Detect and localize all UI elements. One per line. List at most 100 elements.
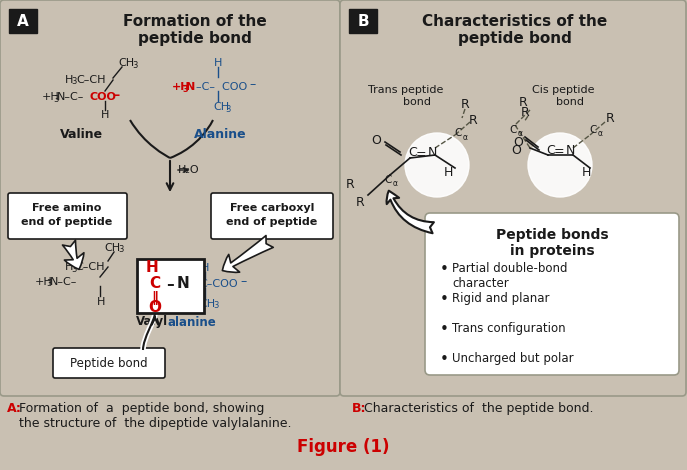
- Text: =: =: [554, 146, 564, 158]
- Text: •: •: [440, 292, 449, 307]
- Text: CH: CH: [104, 243, 120, 253]
- Text: 3: 3: [213, 301, 218, 311]
- Text: C: C: [589, 125, 597, 135]
- Text: –C–  COO: –C– COO: [196, 82, 247, 92]
- Text: –: –: [166, 276, 174, 291]
- Text: –: –: [240, 275, 246, 289]
- FancyBboxPatch shape: [53, 348, 165, 378]
- Text: H₂O: H₂O: [178, 165, 200, 175]
- Text: R: R: [460, 99, 469, 111]
- Text: C: C: [150, 276, 161, 291]
- Text: 3: 3: [53, 94, 58, 103]
- Text: N: N: [186, 82, 195, 92]
- Text: C: C: [409, 147, 418, 159]
- Text: Trans peptide
      bond: Trans peptide bond: [368, 85, 444, 107]
- FancyBboxPatch shape: [340, 0, 686, 396]
- FancyBboxPatch shape: [8, 193, 127, 239]
- Text: Free amino: Free amino: [32, 203, 102, 213]
- Text: +H: +H: [42, 92, 60, 102]
- Text: R: R: [606, 111, 614, 125]
- Text: CH: CH: [118, 58, 134, 68]
- Text: O: O: [148, 300, 161, 315]
- Text: Figure (1): Figure (1): [297, 438, 390, 456]
- Text: H: H: [214, 58, 222, 68]
- Text: end of peptide: end of peptide: [227, 217, 317, 227]
- Circle shape: [405, 133, 469, 197]
- Text: α: α: [518, 130, 523, 139]
- Text: C: C: [454, 128, 462, 138]
- Text: Alanine: Alanine: [194, 128, 247, 141]
- Text: B: B: [357, 14, 369, 29]
- Circle shape: [145, 267, 181, 303]
- Text: O: O: [371, 133, 381, 147]
- Text: –: –: [249, 78, 256, 92]
- Text: 3: 3: [46, 280, 52, 289]
- Text: R: R: [519, 96, 528, 110]
- Text: +H: +H: [172, 82, 190, 92]
- Text: R: R: [469, 113, 477, 126]
- Text: Free carboxyl: Free carboxyl: [230, 203, 314, 213]
- Text: ‖: ‖: [152, 291, 159, 305]
- Text: C: C: [509, 125, 517, 135]
- Text: Valine: Valine: [60, 128, 104, 141]
- Text: 3: 3: [71, 265, 76, 274]
- Text: 3: 3: [132, 61, 137, 70]
- Text: C–CH: C–CH: [76, 75, 106, 85]
- Text: α: α: [393, 180, 398, 188]
- Text: N–C–: N–C–: [50, 277, 78, 287]
- Text: COO: COO: [90, 92, 117, 102]
- Text: 3: 3: [182, 85, 188, 94]
- Text: C–COO: C–COO: [199, 279, 238, 289]
- Text: H: H: [201, 263, 209, 273]
- Text: Formation of  a  peptide bond, showing
the structure of  the dipeptide valylalan: Formation of a peptide bond, showing the…: [19, 402, 291, 430]
- Text: α: α: [598, 130, 603, 139]
- Text: end of peptide: end of peptide: [21, 217, 113, 227]
- Text: C–CH: C–CH: [75, 262, 104, 272]
- Text: Peptide bonds
in proteins: Peptide bonds in proteins: [496, 228, 608, 258]
- FancyBboxPatch shape: [425, 213, 679, 375]
- Text: •: •: [440, 352, 449, 367]
- Circle shape: [528, 133, 592, 197]
- Text: Characteristics of the
peptide bond: Characteristics of the peptide bond: [423, 14, 607, 47]
- Text: H: H: [65, 75, 74, 85]
- Text: N–C–: N–C–: [57, 92, 85, 102]
- Text: 3: 3: [71, 78, 76, 86]
- Text: H: H: [97, 297, 105, 307]
- Text: H: H: [443, 166, 453, 180]
- Text: Uncharged but polar: Uncharged but polar: [452, 352, 574, 365]
- Text: R: R: [356, 196, 364, 210]
- FancyBboxPatch shape: [9, 9, 37, 33]
- Text: Partial double-bond
character: Partial double-bond character: [452, 262, 567, 290]
- Text: N: N: [565, 143, 575, 157]
- Text: CH: CH: [213, 102, 229, 112]
- Text: B:: B:: [352, 402, 366, 415]
- Text: O: O: [513, 136, 523, 149]
- Text: Cis peptide
    bond: Cis peptide bond: [532, 85, 594, 107]
- Text: Rigid and planar: Rigid and planar: [452, 292, 550, 305]
- Text: CH: CH: [199, 299, 215, 309]
- Text: Trans configuration: Trans configuration: [452, 322, 565, 335]
- Text: N: N: [427, 147, 437, 159]
- Text: H: H: [146, 260, 159, 275]
- Text: A:: A:: [7, 402, 22, 415]
- Text: H: H: [65, 262, 74, 272]
- Text: –: –: [113, 88, 119, 102]
- FancyBboxPatch shape: [0, 0, 340, 396]
- Text: R: R: [346, 179, 354, 191]
- Text: +H: +H: [35, 277, 53, 287]
- Text: Characteristics of  the peptide bond.: Characteristics of the peptide bond.: [364, 402, 594, 415]
- Text: Peptide bond: Peptide bond: [70, 357, 148, 369]
- Text: R: R: [521, 107, 530, 119]
- Text: H: H: [101, 110, 109, 120]
- Text: Valyl: Valyl: [136, 315, 168, 329]
- Text: •: •: [440, 322, 449, 337]
- Text: N: N: [177, 276, 190, 291]
- Text: A: A: [17, 14, 29, 29]
- FancyBboxPatch shape: [349, 9, 377, 33]
- Text: 3: 3: [225, 104, 230, 113]
- FancyBboxPatch shape: [211, 193, 333, 239]
- Text: alanine: alanine: [168, 315, 217, 329]
- Text: C: C: [547, 143, 555, 157]
- Text: =: =: [416, 149, 427, 162]
- FancyBboxPatch shape: [137, 259, 204, 313]
